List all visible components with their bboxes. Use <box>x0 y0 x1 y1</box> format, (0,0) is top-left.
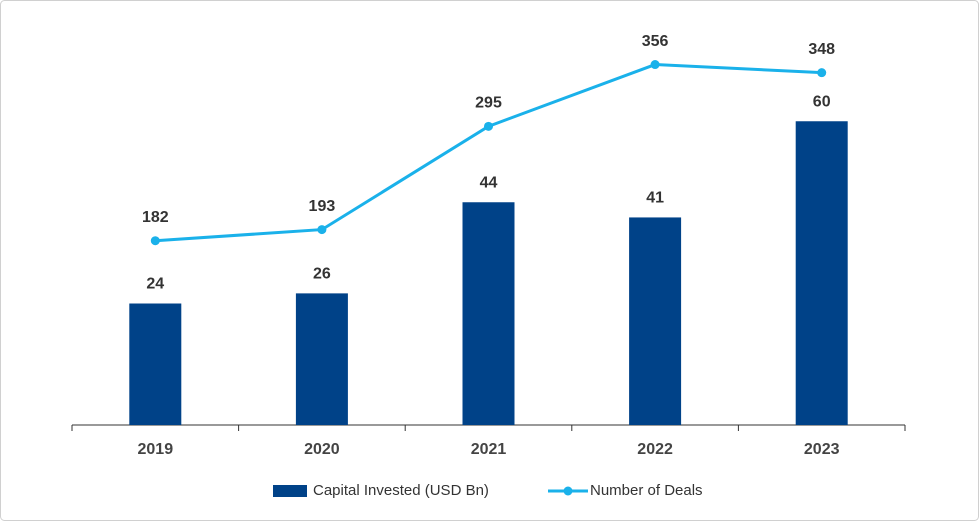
bar <box>295 293 348 425</box>
bar <box>462 202 515 425</box>
bar <box>129 303 182 425</box>
data-label: 24 <box>146 276 164 293</box>
data-label: 26 <box>313 266 331 283</box>
legend-label: Capital Invested (USD Bn) <box>313 482 489 499</box>
x-tick-label: 2019 <box>138 441 174 458</box>
legend-marker <box>563 486 573 496</box>
data-label: 193 <box>309 198 336 215</box>
x-tick-label: 2021 <box>471 441 507 458</box>
data-label: 295 <box>475 95 502 112</box>
legend-swatch <box>273 485 307 497</box>
data-label: 60 <box>813 93 831 110</box>
data-label: 41 <box>646 190 664 207</box>
line-marker <box>484 121 493 131</box>
x-tick-label: 2022 <box>637 441 673 458</box>
line-marker <box>150 236 160 246</box>
bar <box>629 217 682 425</box>
data-label: 182 <box>142 209 169 226</box>
data-label: 356 <box>642 33 669 50</box>
line-marker <box>650 60 660 70</box>
line-marker <box>817 68 827 78</box>
x-tick-label: 2020 <box>304 441 340 458</box>
data-label: 348 <box>808 41 835 58</box>
x-tick-label: 2023 <box>804 441 840 458</box>
line-marker <box>317 225 327 235</box>
legend-label: Number of Deals <box>590 482 703 499</box>
bar <box>795 121 848 425</box>
data-label: 44 <box>480 174 498 191</box>
